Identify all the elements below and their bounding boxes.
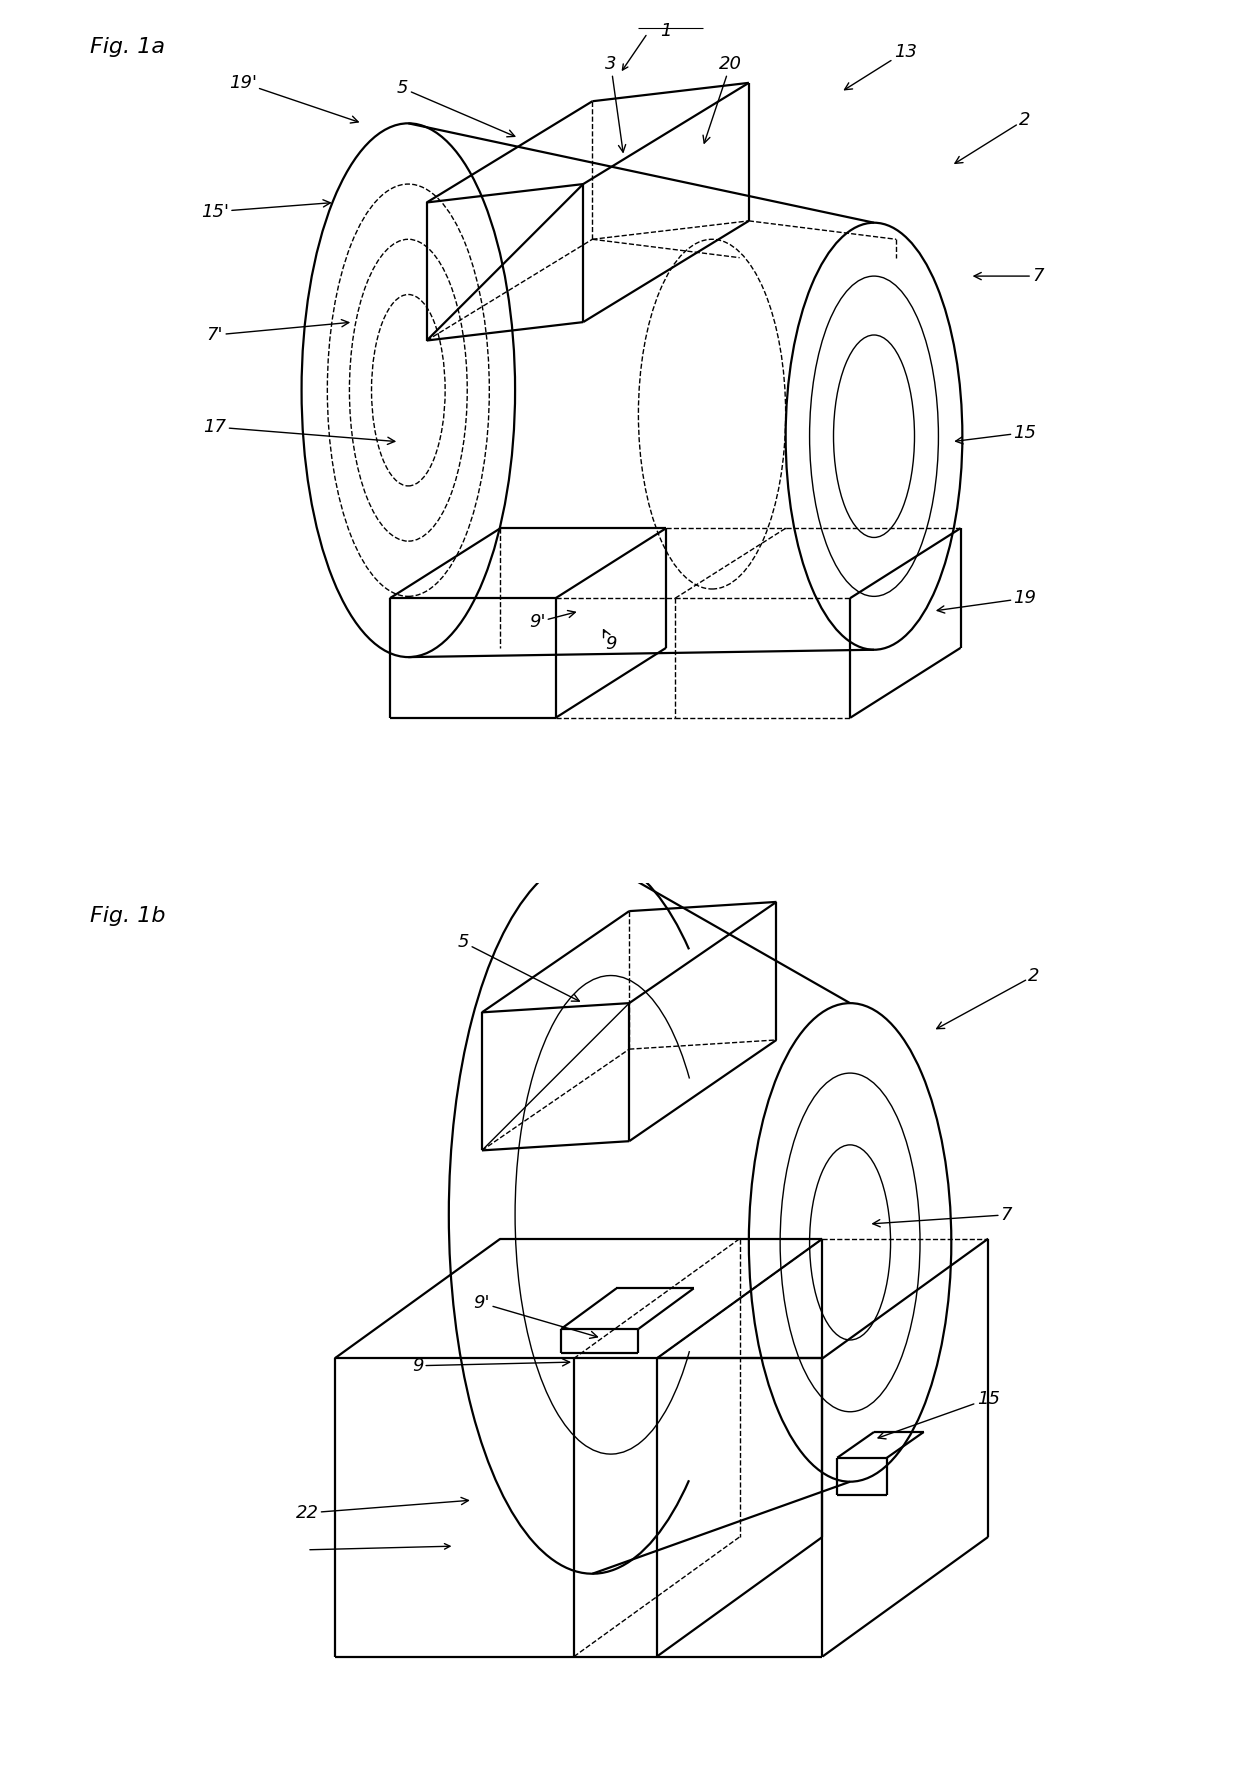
Text: 20: 20 [703,55,742,143]
Text: 19': 19' [228,74,358,124]
Text: 9': 9' [474,1293,598,1338]
Text: 22: 22 [295,1497,469,1521]
Text: 5: 5 [458,933,579,1002]
Text: 2: 2 [936,967,1040,1028]
Text: Fig. 1b: Fig. 1b [89,905,165,926]
Text: 7: 7 [975,267,1044,284]
Text: 7: 7 [873,1205,1012,1226]
Text: 15: 15 [878,1391,999,1438]
Text: 9: 9 [604,629,616,654]
Text: 7': 7' [207,320,348,345]
Text: 9: 9 [412,1357,569,1375]
Text: 9': 9' [529,611,575,631]
Text: 13: 13 [844,42,916,90]
Text: Fig. 1a: Fig. 1a [89,37,165,57]
Text: 19: 19 [937,588,1037,613]
Text: 5: 5 [397,80,515,136]
Text: 15: 15 [956,424,1037,444]
Text: 1: 1 [660,21,672,41]
Text: 17: 17 [203,419,394,445]
Text: 3: 3 [605,55,626,152]
Text: 15': 15' [201,200,330,221]
Text: 2: 2 [955,111,1030,163]
